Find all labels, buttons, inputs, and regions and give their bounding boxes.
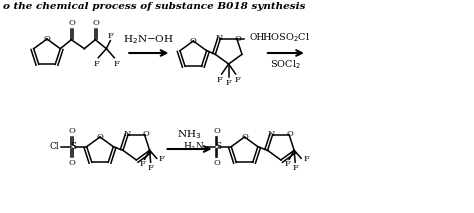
Text: O: O	[190, 37, 197, 45]
Text: N: N	[123, 130, 131, 138]
Text: N: N	[268, 130, 275, 138]
Text: o the chemical process of substance B018 synthesis: o the chemical process of substance B018…	[3, 2, 306, 11]
Text: O: O	[97, 133, 103, 141]
Text: O: O	[287, 130, 293, 138]
Text: F: F	[217, 76, 223, 84]
Text: F: F	[284, 160, 290, 168]
Text: SOCl$_2$: SOCl$_2$	[270, 58, 301, 71]
Text: S: S	[71, 142, 77, 151]
Text: F: F	[148, 164, 154, 172]
Text: O: O	[69, 159, 75, 167]
Text: N: N	[216, 34, 223, 42]
Text: HOSO$_2$Cl: HOSO$_2$Cl	[262, 31, 310, 44]
Text: F: F	[235, 76, 241, 84]
Text: NH$_3$: NH$_3$	[177, 128, 202, 141]
Text: F: F	[140, 160, 146, 168]
Text: H$_2$N$-$OH: H$_2$N$-$OH	[123, 33, 174, 46]
Text: O: O	[69, 19, 75, 27]
Text: F: F	[292, 164, 298, 172]
Text: F: F	[93, 60, 99, 68]
Text: O: O	[69, 127, 75, 135]
Text: O: O	[241, 133, 248, 141]
Text: H$_2$N: H$_2$N	[182, 140, 204, 153]
Text: O: O	[235, 35, 241, 43]
Text: OH: OH	[250, 33, 265, 42]
Text: O: O	[44, 35, 50, 43]
Text: O: O	[213, 127, 220, 135]
Text: O: O	[92, 19, 100, 27]
Text: S: S	[215, 142, 221, 151]
Text: O: O	[142, 130, 149, 138]
Text: F: F	[159, 155, 164, 163]
Text: F: F	[303, 155, 309, 163]
Text: Cl: Cl	[49, 142, 59, 151]
Text: F: F	[226, 79, 232, 87]
Text: F: F	[108, 32, 113, 40]
Text: O: O	[213, 159, 220, 167]
Text: F: F	[113, 60, 119, 68]
